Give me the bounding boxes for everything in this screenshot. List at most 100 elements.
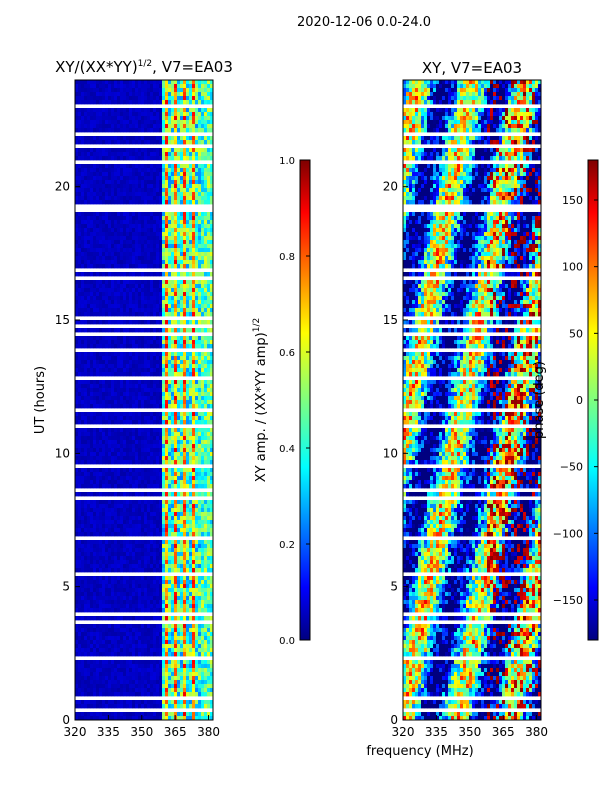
heatmap-cell — [105, 176, 109, 181]
heatmap-cell — [132, 212, 136, 217]
heatmap-cell — [84, 256, 88, 261]
heatmap-cell — [135, 576, 139, 581]
heatmap-cell — [78, 356, 82, 361]
heatmap-cell — [153, 260, 157, 265]
heatmap-cell — [75, 128, 79, 133]
heatmap-cell — [93, 564, 97, 569]
heatmap-cell — [147, 468, 151, 473]
heatmap-cell — [78, 100, 82, 105]
heatmap-cell — [96, 556, 100, 561]
heatmap-cell — [138, 236, 142, 241]
heatmap-cell — [171, 128, 175, 133]
heatmap-cell — [87, 576, 91, 581]
heatmap-cell — [126, 168, 130, 173]
heatmap-cell — [174, 260, 178, 265]
heatmap-cell — [201, 288, 205, 293]
heatmap-cell — [105, 360, 109, 365]
heatmap-cell — [93, 188, 97, 193]
heatmap-cell — [120, 96, 124, 101]
heatmap-cell — [111, 524, 115, 529]
heatmap-cell — [183, 304, 187, 309]
heatmap-cell — [126, 448, 130, 453]
heatmap-cell — [198, 108, 202, 113]
heatmap-cell — [207, 112, 211, 117]
heatmap-cell — [144, 308, 148, 313]
heatmap-cell — [189, 192, 193, 197]
heatmap-cell — [81, 296, 85, 301]
heatmap-cell — [120, 492, 124, 497]
heatmap-cell — [210, 124, 214, 129]
heatmap-cell — [159, 524, 163, 529]
heatmap-cell — [108, 280, 112, 285]
heatmap-cell — [117, 520, 121, 525]
heatmap-cell — [177, 444, 181, 449]
heatmap-cell — [198, 512, 202, 517]
heatmap-cell — [168, 444, 172, 449]
heatmap-cell — [144, 240, 148, 245]
heatmap-cell — [96, 224, 100, 229]
heatmap-cell — [102, 576, 106, 581]
heatmap-cell — [138, 84, 142, 89]
heatmap-cell — [96, 100, 100, 105]
heatmap-cell — [93, 380, 97, 385]
heatmap-cell — [78, 568, 82, 573]
heatmap-cell — [162, 100, 166, 105]
heatmap-cell — [186, 264, 190, 269]
heatmap-cell — [84, 352, 88, 357]
heatmap-cell — [147, 384, 151, 389]
heatmap-cell — [84, 448, 88, 453]
heatmap-cell — [99, 544, 103, 549]
heatmap-cell — [87, 96, 91, 101]
heatmap-cell — [153, 516, 157, 521]
heatmap-cell — [150, 416, 154, 421]
heatmap-cell — [141, 336, 145, 341]
heatmap-cell — [177, 404, 181, 409]
heatmap-cell — [111, 136, 115, 141]
heatmap-cell — [102, 200, 106, 205]
heatmap-cell — [171, 156, 175, 161]
heatmap-cell — [141, 192, 145, 197]
heatmap-cell — [189, 120, 193, 125]
heatmap-cell — [84, 492, 88, 497]
heatmap-cell — [165, 164, 169, 169]
heatmap-cell — [138, 492, 142, 497]
heatmap-cell — [135, 272, 139, 277]
heatmap-cell — [129, 216, 133, 221]
heatmap-cell — [90, 192, 94, 197]
heatmap-cell — [105, 184, 109, 189]
heatmap-cell — [186, 116, 190, 121]
heatmap-cell — [123, 412, 127, 417]
heatmap-cell — [207, 280, 211, 285]
heatmap-cell — [168, 508, 172, 513]
heatmap-cell — [105, 212, 109, 217]
heatmap-cell — [84, 520, 88, 525]
heatmap-cell — [201, 512, 205, 517]
heatmap-cell — [117, 148, 121, 153]
heatmap-cell — [75, 444, 79, 449]
heatmap-cell — [75, 300, 79, 305]
heatmap-cell — [120, 504, 124, 509]
heatmap-cell — [162, 384, 166, 389]
heatmap-cell — [99, 84, 103, 89]
heatmap-cell — [201, 128, 205, 133]
heatmap-cell — [114, 244, 118, 249]
heatmap-cell — [183, 500, 187, 505]
heatmap-cell — [186, 240, 190, 245]
heatmap-cell — [168, 200, 172, 205]
heatmap-cell — [111, 392, 115, 397]
heatmap-cell — [117, 404, 121, 409]
heatmap-cell — [183, 288, 187, 293]
heatmap-cell — [141, 112, 145, 117]
heatmap-cell — [192, 148, 196, 153]
heatmap-cell — [87, 336, 91, 341]
heatmap-cell — [198, 240, 202, 245]
heatmap-cell — [132, 264, 136, 269]
heatmap-cell — [207, 364, 211, 369]
heatmap-cell — [180, 568, 184, 573]
heatmap-cell — [111, 156, 115, 161]
heatmap-cell — [153, 592, 157, 597]
heatmap-cell — [156, 368, 160, 373]
heatmap-cell — [195, 440, 199, 445]
heatmap-cell — [198, 300, 202, 305]
heatmap-cell — [141, 356, 145, 361]
